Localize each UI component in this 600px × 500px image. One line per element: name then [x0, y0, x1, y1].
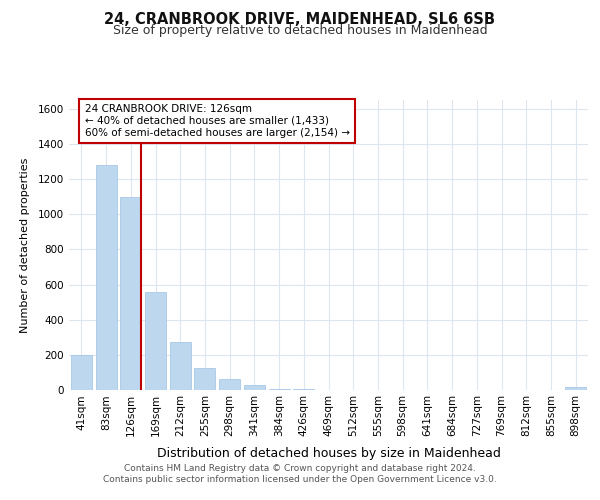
Text: Contains HM Land Registry data © Crown copyright and database right 2024.: Contains HM Land Registry data © Crown c… [124, 464, 476, 473]
Text: 24, CRANBROOK DRIVE, MAIDENHEAD, SL6 6SB: 24, CRANBROOK DRIVE, MAIDENHEAD, SL6 6SB [104, 12, 496, 28]
Bar [145, 292, 166, 390]
Text: Contains public sector information licensed under the Open Government Licence v3: Contains public sector information licen… [103, 475, 497, 484]
Text: 24 CRANBROOK DRIVE: 126sqm
← 40% of detached houses are smaller (1,433)
60% of s: 24 CRANBROOK DRIVE: 126sqm ← 40% of deta… [85, 104, 350, 138]
Bar [269, 388, 290, 390]
Y-axis label: Number of detached properties: Number of detached properties [20, 158, 29, 332]
Bar [194, 368, 215, 390]
Bar [95, 165, 116, 390]
X-axis label: Distribution of detached houses by size in Maidenhead: Distribution of detached houses by size … [157, 448, 500, 460]
Bar [219, 380, 240, 390]
Bar [120, 196, 141, 390]
Text: Size of property relative to detached houses in Maidenhead: Size of property relative to detached ho… [113, 24, 487, 37]
Bar [170, 342, 191, 390]
Bar [71, 355, 92, 390]
Bar [244, 384, 265, 390]
Bar [565, 388, 586, 390]
